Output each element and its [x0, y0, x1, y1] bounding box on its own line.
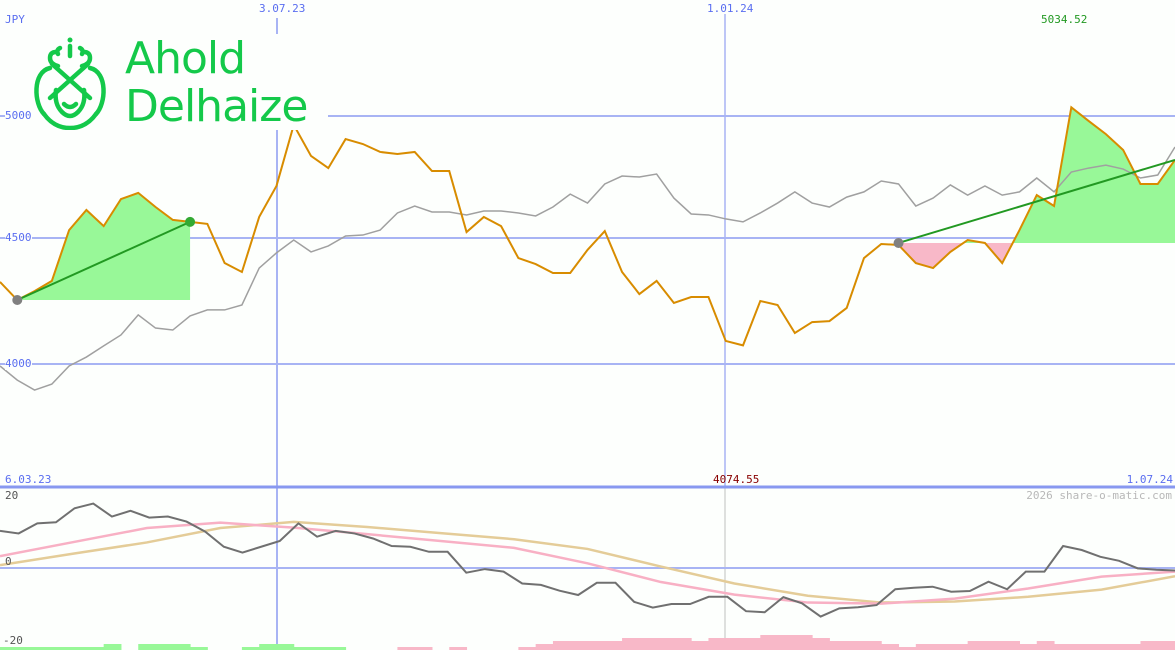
lion-logo-icon: [34, 37, 106, 130]
osc-bar: [190, 647, 208, 650]
osc-tick-neg20: -20: [3, 634, 23, 647]
osc-bar: [449, 647, 468, 650]
osc-bar: [397, 647, 416, 650]
osc-bar: [276, 644, 295, 650]
osc-tick-20: 20: [5, 489, 19, 502]
osc-bar: [103, 644, 122, 650]
y-tick-4500: 4500: [5, 231, 32, 244]
trend-start-marker: [893, 237, 904, 248]
logo-text-line1: Ahold: [125, 33, 246, 84]
osc-bar: [311, 647, 329, 650]
osc-bar: [656, 638, 675, 650]
osc-bar: [984, 641, 1003, 650]
osc-bar: [1157, 641, 1175, 650]
osc-bar: [328, 647, 347, 650]
osc-bar: [172, 644, 191, 650]
osc-bar: [34, 647, 53, 650]
gain-area: [17, 192, 191, 301]
osc-bar: [812, 638, 830, 650]
y-tick-4000: 4000: [5, 357, 32, 370]
osc-tick-0: 0: [5, 555, 12, 568]
osc-bar: [743, 638, 761, 650]
osc-bar: [138, 644, 157, 650]
osc-bar: [414, 647, 433, 650]
osc-bar: [587, 641, 606, 650]
ma-fast-line: [0, 521, 1175, 605]
osc-bar: [898, 647, 917, 650]
osc-bar: [881, 644, 900, 650]
comparison-line: [0, 146, 1175, 391]
osc-bar: [760, 635, 779, 650]
osc-bar: [967, 641, 986, 650]
osc-bar: [863, 641, 882, 650]
osc-bar: [293, 647, 312, 650]
osc-bar: [1071, 644, 1090, 650]
y-tick-5000: 5000: [5, 109, 32, 122]
x-end-label: 1.07.24: [1126, 473, 1173, 486]
max-price-label: 5034.52: [1041, 13, 1088, 26]
osc-bar: [241, 647, 260, 650]
osc-bar: [691, 641, 709, 650]
osc-bar: [725, 638, 744, 650]
trend-line: [16, 220, 191, 301]
osc-bar: [1105, 644, 1124, 650]
osc-bar: [518, 647, 537, 650]
x-tick-top-1: 1.01.24: [707, 2, 754, 15]
x-tick-top-0: 3.07.23: [259, 2, 306, 15]
osc-bar: [915, 644, 934, 650]
currency-label: JPY: [5, 13, 25, 26]
osc-bar: [829, 641, 848, 650]
osc-bar: [933, 644, 951, 650]
momentum-line: [0, 502, 1175, 618]
logo-text-line2: Delhaize: [125, 81, 308, 132]
osc-bar: [1002, 641, 1020, 650]
osc-bar: [69, 647, 87, 650]
osc-bar: [155, 644, 174, 650]
x-start-label: 6.03.23: [5, 473, 52, 486]
osc-bar: [708, 638, 727, 650]
osc-bar: [622, 638, 640, 650]
price-line: [0, 105, 1175, 347]
ma-slow-line: [0, 520, 1175, 604]
osc-bar: [639, 638, 658, 650]
osc-bar: [673, 638, 692, 650]
gain-area: [898, 107, 1175, 243]
osc-bar: [1123, 644, 1141, 650]
osc-bar: [51, 647, 70, 650]
min-price-label: 4074.55: [713, 473, 760, 486]
company-logo: Ahold Delhaize: [30, 34, 328, 130]
osc-bar: [777, 635, 796, 650]
osc-bar: [86, 647, 105, 650]
osc-bar: [259, 644, 277, 650]
osc-bar: [794, 635, 813, 650]
osc-bar: [846, 641, 865, 650]
osc-bar: [570, 641, 588, 650]
trend-end-marker: [185, 216, 196, 227]
osc-bar: [1054, 644, 1072, 650]
osc-bar: [552, 641, 571, 650]
watermark: 2026 share-o-matic.com: [1026, 489, 1172, 502]
osc-bar: [1088, 644, 1107, 650]
osc-bar: [0, 647, 18, 650]
osc-bar: [535, 644, 554, 650]
trend-line: [898, 158, 1175, 244]
osc-bar: [950, 644, 969, 650]
osc-bar: [1036, 641, 1055, 650]
osc-bar: [604, 641, 623, 650]
osc-bar: [17, 647, 36, 650]
trend-start-marker: [12, 295, 23, 306]
osc-bar: [1140, 641, 1159, 650]
osc-bar: [1019, 644, 1038, 650]
